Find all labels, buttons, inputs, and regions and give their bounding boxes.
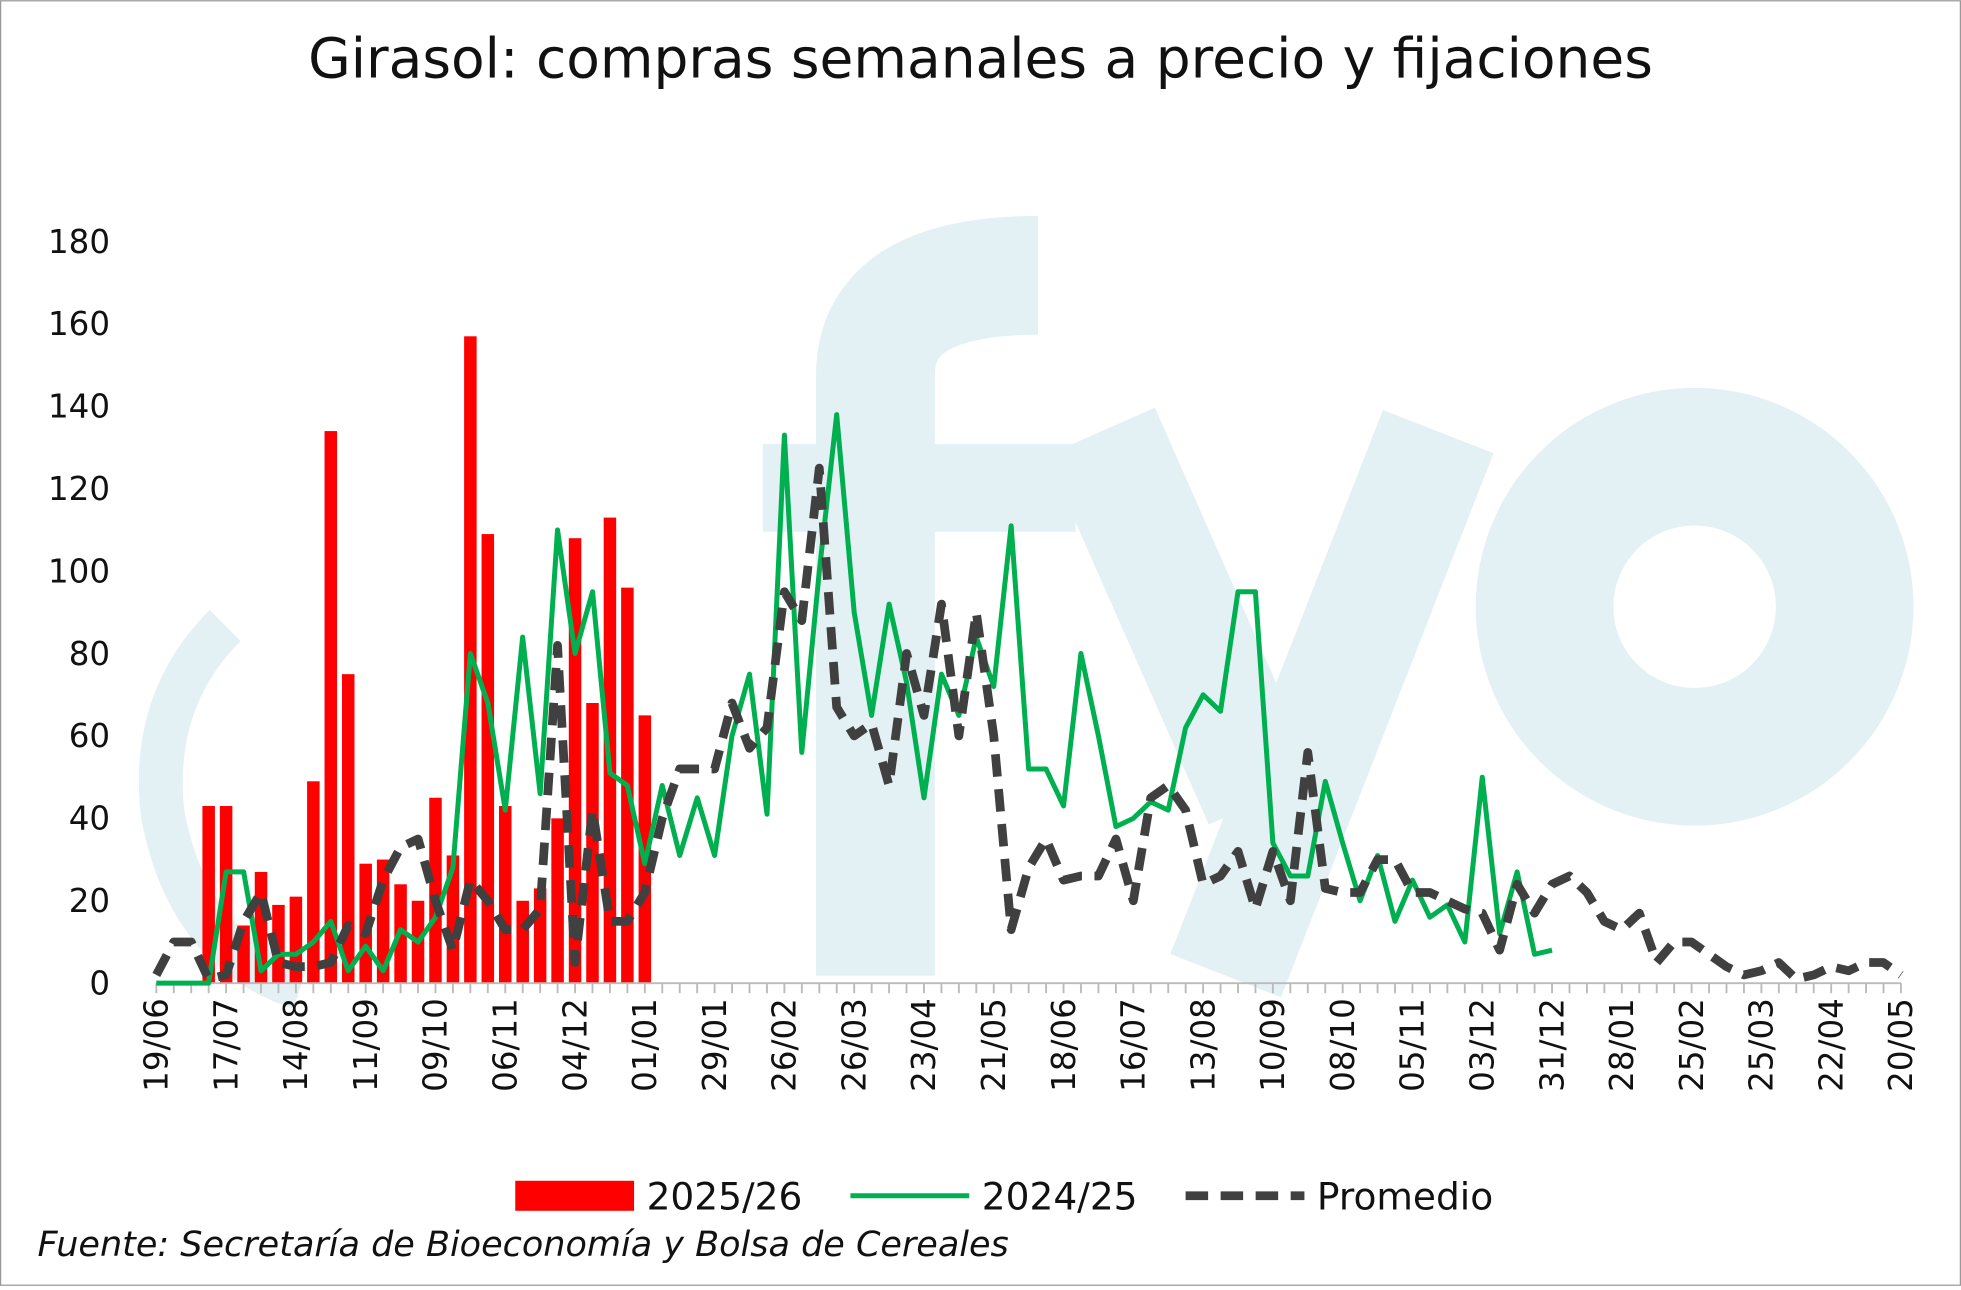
x-tick-label: 25/02 — [1673, 998, 1711, 1092]
bar — [446, 855, 460, 984]
y-tick-label: 60 — [69, 717, 110, 755]
y-tick-label: 0 — [89, 964, 110, 1002]
y-tick-label: 140 — [48, 388, 110, 426]
bar — [272, 904, 285, 984]
y-tick-label: 180 — [48, 223, 110, 261]
x-tick-label: 23/04 — [905, 998, 943, 1092]
bar — [219, 806, 233, 984]
y-tick-label: 100 — [48, 552, 110, 590]
chart-title: Girasol: compras semanales a precio y fi… — [308, 27, 1653, 91]
x-tick-label: 11/09 — [347, 998, 385, 1092]
watermark — [138, 215, 1914, 1009]
watermark-f — [816, 215, 1039, 976]
y-tick-label: 40 — [69, 800, 110, 838]
watermark-o — [1475, 387, 1914, 826]
x-tick-label: 21/05 — [975, 998, 1013, 1092]
bar — [499, 806, 512, 984]
legend-label: 2025/26 — [647, 1175, 803, 1219]
bar — [307, 781, 320, 984]
x-tick-label: 13/08 — [1184, 998, 1222, 1092]
x-tick-label: 19/06 — [138, 998, 176, 1092]
x-tick-label: 03/12 — [1464, 998, 1502, 1092]
x-tick-label: 22/04 — [1812, 998, 1850, 1092]
bar — [341, 674, 355, 984]
x-tick-label: 04/12 — [556, 998, 594, 1092]
bar — [533, 888, 547, 984]
x-tick-label: 09/10 — [417, 998, 455, 1092]
y-tick-label: 80 — [69, 635, 110, 673]
bar — [324, 431, 338, 984]
bar — [202, 806, 215, 984]
bar — [638, 715, 652, 984]
bar — [586, 703, 599, 984]
x-tick-label: 18/06 — [1045, 998, 1083, 1092]
x-tick-label: 26/03 — [835, 998, 873, 1092]
x-tick-label: 16/07 — [1115, 998, 1153, 1092]
x-tick-label: 31/12 — [1533, 998, 1571, 1092]
legend-swatch — [515, 1180, 635, 1211]
x-tick-label: 05/11 — [1394, 998, 1432, 1092]
x-tick-label: 17/07 — [207, 998, 245, 1092]
y-tick-label: 20 — [69, 882, 110, 920]
legend-label: Promedio — [1317, 1175, 1493, 1219]
x-tick-label: 01/01 — [626, 998, 664, 1092]
x-tick-label: 20/05 — [1882, 998, 1920, 1092]
bar — [551, 818, 564, 984]
x-tick-label: 06/11 — [487, 998, 525, 1092]
x-tick-label: 26/02 — [766, 998, 804, 1092]
x-tick-label: 28/01 — [1603, 998, 1641, 1092]
x-tick-label: 14/08 — [277, 998, 315, 1092]
bar — [481, 534, 495, 984]
x-tick-label: 10/09 — [1254, 998, 1292, 1092]
y-tick-label: 120 — [48, 470, 110, 508]
legend-label: 2024/25 — [982, 1175, 1138, 1219]
source-note: Fuente: Secretaría de Bioeconomía y Bols… — [38, 1225, 1009, 1265]
x-tick-label: 29/01 — [696, 998, 734, 1092]
average-line — [152, 463, 1904, 984]
bar — [429, 797, 442, 984]
x-tick-label: 25/03 — [1743, 998, 1781, 1092]
y-tick-label: 160 — [48, 305, 110, 343]
x-tick-label: 08/10 — [1324, 998, 1362, 1092]
bar — [516, 900, 529, 984]
